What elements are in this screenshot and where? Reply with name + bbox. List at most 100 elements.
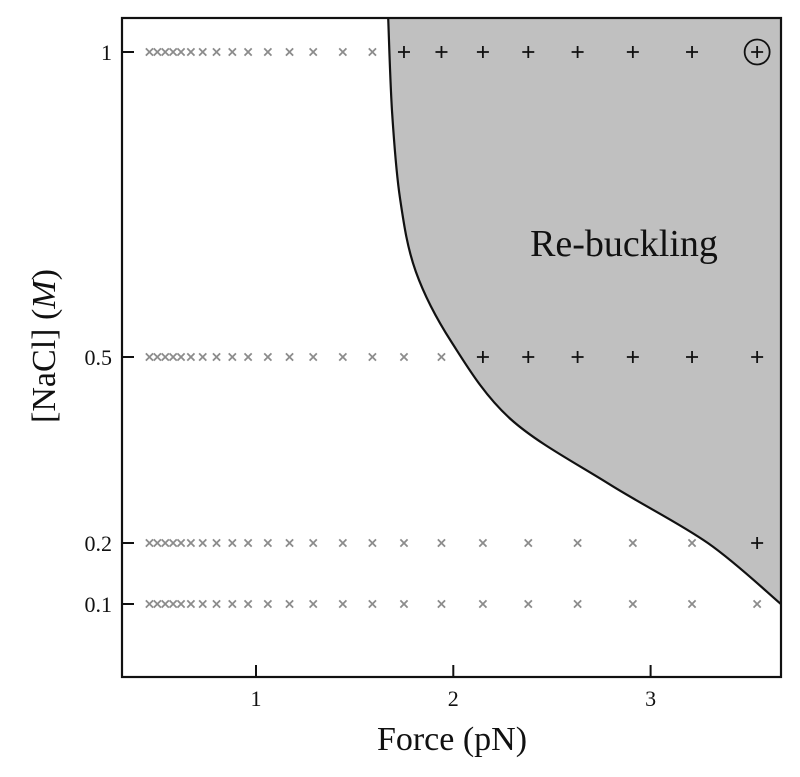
marker-no-rebuckling bbox=[368, 47, 377, 57]
marker-no-rebuckling bbox=[186, 599, 196, 609]
y-tick-label: 0.5 bbox=[85, 345, 113, 370]
marker-rebuckling bbox=[626, 351, 639, 363]
marker-no-rebuckling bbox=[399, 352, 409, 362]
marker-no-rebuckling bbox=[212, 352, 221, 362]
marker-no-rebuckling bbox=[243, 47, 253, 57]
y-axis-title-unit: M bbox=[26, 279, 63, 310]
marker-no-rebuckling bbox=[752, 599, 762, 609]
marker-no-rebuckling bbox=[198, 599, 207, 609]
marker-no-rebuckling bbox=[478, 538, 488, 548]
marker-no-rebuckling bbox=[153, 538, 162, 548]
plot-frame bbox=[120, 16, 783, 679]
marker-no-rebuckling bbox=[368, 599, 377, 609]
marker-rebuckling bbox=[476, 46, 489, 58]
marker-no-rebuckling bbox=[687, 599, 697, 609]
marker-no-rebuckling bbox=[285, 352, 294, 362]
marker-no-rebuckling bbox=[176, 352, 186, 362]
marker-no-rebuckling bbox=[437, 538, 446, 548]
marker-no-rebuckling bbox=[524, 599, 533, 609]
marker-rebuckling bbox=[397, 46, 410, 58]
y-axis-title-suffix: ) bbox=[26, 269, 63, 280]
rebuckling-boundary-curve bbox=[387, 17, 782, 605]
marker-rebuckling bbox=[476, 351, 489, 363]
marker-no-rebuckling bbox=[186, 47, 196, 57]
marker-no-rebuckling bbox=[478, 599, 488, 609]
marker-no-rebuckling bbox=[161, 599, 170, 609]
y-tick-label: 0.1 bbox=[85, 592, 113, 617]
marker-no-rebuckling bbox=[168, 538, 178, 548]
y-tick-label: 0.2 bbox=[85, 531, 113, 556]
x-tick-label: 1 bbox=[251, 686, 262, 711]
marker-rebuckling bbox=[686, 46, 699, 58]
marker-no-rebuckling bbox=[168, 352, 178, 362]
marker-no-rebuckling bbox=[145, 47, 154, 57]
highlight-circle bbox=[743, 38, 771, 66]
marker-no-rebuckling bbox=[186, 538, 196, 548]
marker-no-rebuckling bbox=[153, 599, 162, 609]
marker-no-rebuckling bbox=[285, 538, 294, 548]
marker-no-rebuckling bbox=[243, 538, 253, 548]
marker-no-rebuckling bbox=[338, 352, 348, 362]
marker-no-rebuckling bbox=[338, 47, 348, 57]
data-markers bbox=[145, 38, 771, 609]
marker-no-rebuckling bbox=[168, 599, 178, 609]
marker-no-rebuckling bbox=[212, 599, 221, 609]
marker-no-rebuckling bbox=[212, 538, 221, 548]
marker-no-rebuckling bbox=[186, 352, 196, 362]
x-axis-title: Force (pN) bbox=[377, 721, 527, 758]
marker-no-rebuckling bbox=[263, 352, 273, 362]
marker-no-rebuckling bbox=[308, 47, 318, 57]
marker-no-rebuckling bbox=[263, 47, 273, 57]
rebuckling-region bbox=[388, 18, 781, 604]
marker-no-rebuckling bbox=[263, 599, 273, 609]
marker-no-rebuckling bbox=[368, 352, 377, 362]
marker-no-rebuckling bbox=[153, 47, 162, 57]
marker-no-rebuckling bbox=[243, 352, 253, 362]
marker-rebuckling bbox=[751, 351, 764, 363]
marker-no-rebuckling bbox=[524, 538, 533, 548]
marker-rebuckling bbox=[571, 46, 584, 58]
marker-no-rebuckling bbox=[153, 352, 162, 362]
marker-rebuckling bbox=[751, 46, 764, 58]
marker-rebuckling bbox=[435, 46, 448, 58]
marker-no-rebuckling bbox=[212, 47, 221, 57]
marker-no-rebuckling bbox=[176, 538, 186, 548]
marker-no-rebuckling bbox=[338, 538, 348, 548]
marker-no-rebuckling bbox=[161, 47, 170, 57]
x-tick-label: 2 bbox=[448, 686, 459, 711]
marker-rebuckling bbox=[751, 537, 764, 549]
marker-no-rebuckling bbox=[198, 47, 207, 57]
marker-no-rebuckling bbox=[308, 599, 318, 609]
marker-no-rebuckling bbox=[338, 599, 348, 609]
marker-no-rebuckling bbox=[308, 352, 318, 362]
marker-no-rebuckling bbox=[628, 599, 638, 609]
marker-rebuckling bbox=[522, 46, 535, 58]
y-axis-title-prefix: [NaCl] ( bbox=[26, 309, 63, 423]
x-axis-ticks: 1 2 3 bbox=[251, 665, 656, 711]
marker-no-rebuckling bbox=[573, 599, 582, 609]
marker-no-rebuckling bbox=[437, 352, 446, 362]
marker-no-rebuckling bbox=[285, 47, 294, 57]
marker-no-rebuckling bbox=[243, 599, 253, 609]
marker-no-rebuckling bbox=[368, 538, 377, 548]
marker-no-rebuckling bbox=[145, 538, 154, 548]
marker-no-rebuckling bbox=[145, 599, 154, 609]
marker-no-rebuckling bbox=[399, 599, 409, 609]
y-tick-label: 1 bbox=[101, 40, 112, 65]
marker-no-rebuckling bbox=[145, 352, 154, 362]
marker-rebuckling bbox=[626, 46, 639, 58]
marker-no-rebuckling bbox=[437, 599, 446, 609]
marker-no-rebuckling bbox=[198, 538, 207, 548]
marker-no-rebuckling bbox=[176, 47, 186, 57]
marker-no-rebuckling bbox=[168, 47, 178, 57]
region-label: Re-buckling bbox=[530, 223, 718, 265]
marker-no-rebuckling bbox=[228, 599, 237, 609]
marker-no-rebuckling bbox=[285, 599, 294, 609]
marker-no-rebuckling bbox=[573, 538, 582, 548]
marker-no-rebuckling bbox=[228, 352, 237, 362]
marker-rebuckling bbox=[571, 351, 584, 363]
marker-no-rebuckling bbox=[687, 538, 697, 548]
marker-no-rebuckling bbox=[628, 538, 638, 548]
marker-no-rebuckling bbox=[176, 599, 186, 609]
